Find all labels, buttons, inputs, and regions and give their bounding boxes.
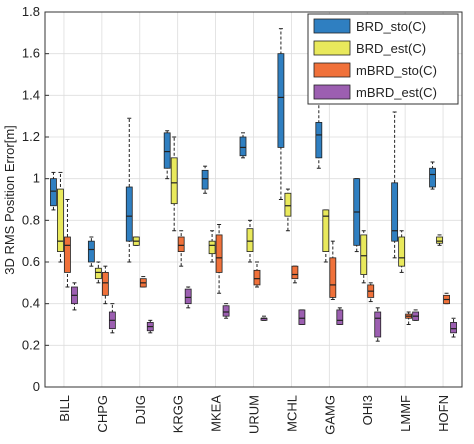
x-tick-label: OHI3 xyxy=(360,395,375,425)
box xyxy=(201,169,209,190)
box xyxy=(450,322,457,334)
box xyxy=(125,186,133,242)
box xyxy=(215,234,223,273)
x-tick-label: MKEA xyxy=(209,395,224,432)
box xyxy=(336,309,344,325)
box xyxy=(94,267,102,280)
y-tick-label: 0.6 xyxy=(22,254,40,269)
y-tick-label: 0 xyxy=(33,379,40,394)
box xyxy=(398,236,406,267)
box xyxy=(329,257,337,298)
x-tick-label: MCHL xyxy=(284,395,299,432)
box xyxy=(246,228,254,252)
x-tick-label: CHPG xyxy=(95,395,110,433)
box xyxy=(315,122,323,159)
box xyxy=(170,157,178,205)
plot-frame xyxy=(44,11,463,388)
x-tick-label: URUM xyxy=(247,395,262,434)
box xyxy=(322,209,330,252)
x-tick-label: BILL xyxy=(57,395,72,422)
legend-swatch xyxy=(313,18,351,34)
legend-label: BRD_est(C) xyxy=(356,41,426,56)
box xyxy=(239,136,247,157)
y-tick-label: 0.4 xyxy=(22,296,40,311)
y-tick-label: 1.8 xyxy=(22,4,40,19)
y-tick-label: 1.2 xyxy=(22,129,40,144)
legend-swatch xyxy=(313,84,351,100)
y-tick-label: 1.4 xyxy=(22,87,40,102)
box xyxy=(360,234,368,275)
box xyxy=(298,309,306,325)
legend-swatch xyxy=(313,62,351,78)
legend-label: mBRD_sto(C) xyxy=(356,63,437,78)
x-tick-label: DJIG xyxy=(133,395,148,425)
box xyxy=(163,132,171,169)
x-tick-label: KRGG xyxy=(171,395,186,433)
legend-label: mBRD_est(C) xyxy=(356,85,437,100)
x-tick-label: HOFN xyxy=(436,395,451,432)
legend-label: BRD_sto(C) xyxy=(356,19,426,34)
y-tick-label: 1.6 xyxy=(22,46,40,61)
y-tick-label: 0.2 xyxy=(22,337,40,352)
box xyxy=(253,269,261,286)
box xyxy=(87,240,95,263)
box xyxy=(374,311,382,338)
box xyxy=(284,192,292,217)
box xyxy=(277,53,285,148)
y-axis-label: 3D RMS Position Error[m] xyxy=(2,125,17,275)
box xyxy=(391,182,399,242)
box xyxy=(64,236,71,273)
box xyxy=(50,178,57,207)
box xyxy=(57,188,64,252)
x-tick-label: LMMF xyxy=(398,395,413,432)
box xyxy=(222,305,230,317)
box xyxy=(101,272,109,296)
y-tick-label: 0.8 xyxy=(22,212,40,227)
box xyxy=(177,236,185,252)
box xyxy=(436,236,443,244)
box xyxy=(184,288,192,305)
box xyxy=(429,167,436,188)
box xyxy=(291,265,299,280)
box xyxy=(208,240,216,255)
legend-swatch xyxy=(313,40,351,56)
y-tick-label: 1 xyxy=(33,171,40,186)
x-tick-label: GAMG xyxy=(322,395,337,435)
